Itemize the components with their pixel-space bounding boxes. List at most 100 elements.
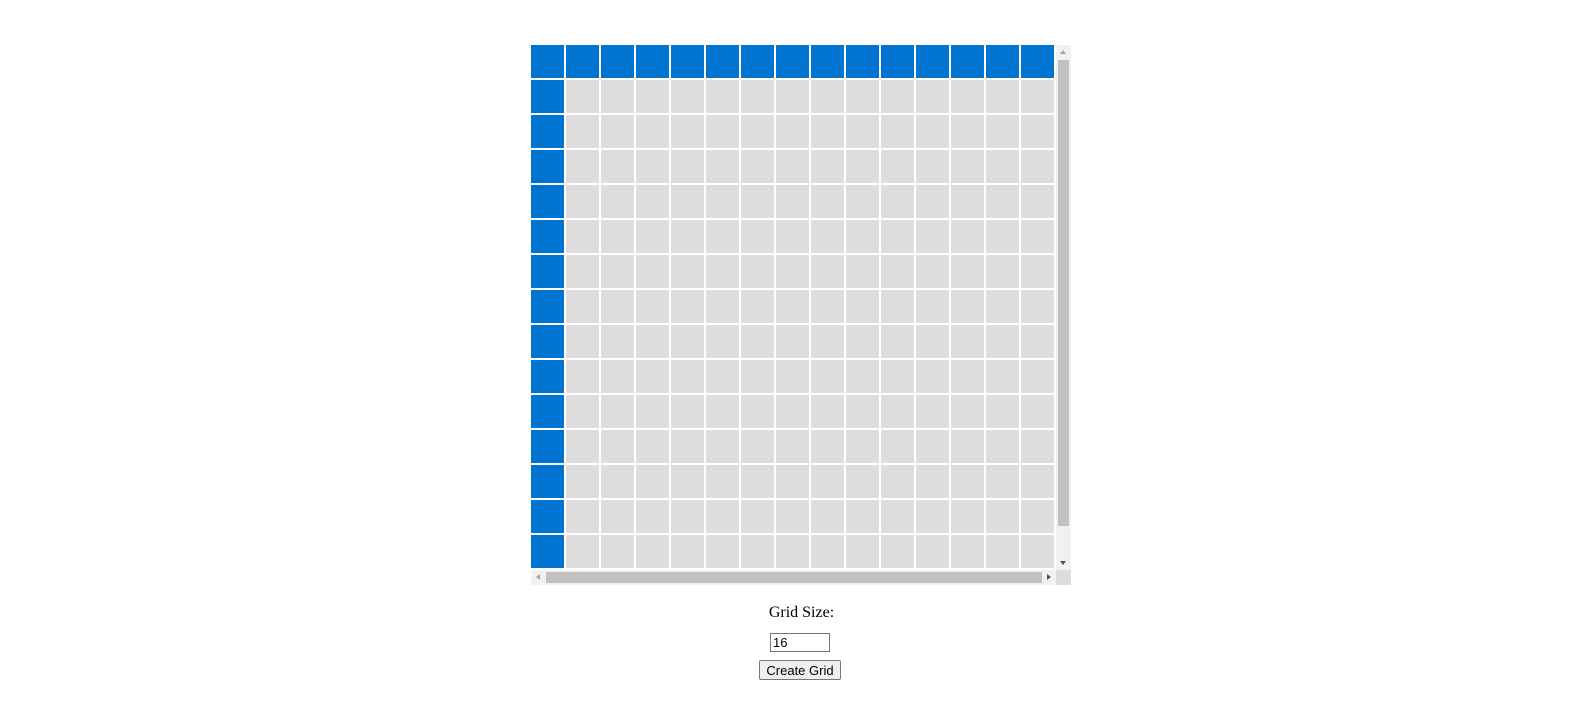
grid-cell[interactable] [601,115,634,148]
scroll-up-arrow-icon[interactable] [1056,45,1071,60]
grid-cell[interactable] [951,395,984,428]
grid-border-cell[interactable] [986,45,1019,78]
grid-cell[interactable] [671,220,704,253]
grid-cell[interactable] [706,220,739,253]
grid-cell[interactable] [846,500,879,533]
grid-cell[interactable] [741,395,774,428]
grid-cell[interactable] [846,185,879,218]
grid-cell[interactable] [846,465,879,498]
grid-cell[interactable] [776,80,809,113]
grid-cell[interactable] [636,290,669,323]
grid-cell[interactable] [636,185,669,218]
grid-cell[interactable] [601,150,634,183]
grid-border-cell[interactable] [811,45,844,78]
grid-cell[interactable] [881,500,914,533]
grid-cell[interactable] [636,500,669,533]
grid-cell[interactable] [741,535,774,568]
grid-cell[interactable] [811,80,844,113]
grid-cell[interactable] [706,255,739,288]
grid-cell[interactable] [671,290,704,323]
grid-border-cell[interactable] [531,80,564,113]
grid-cell[interactable] [671,430,704,463]
grid-cell[interactable] [566,80,599,113]
grid-cell[interactable] [566,535,599,568]
grid-cell[interactable] [671,360,704,393]
grid-cell[interactable] [916,395,949,428]
grid-border-cell[interactable] [531,395,564,428]
grid-cell[interactable] [811,115,844,148]
grid-cell[interactable] [881,185,914,218]
grid-border-cell[interactable] [846,45,879,78]
grid-cell[interactable] [881,430,914,463]
grid-cell[interactable] [671,80,704,113]
grid-cell[interactable] [741,325,774,358]
grid-cell[interactable] [951,255,984,288]
grid-cell[interactable] [846,115,879,148]
grid-cell[interactable] [951,80,984,113]
grid-cell[interactable] [1021,325,1054,358]
grid-cell[interactable] [811,360,844,393]
vertical-scrollbar[interactable] [1056,45,1071,570]
grid-cell[interactable] [741,220,774,253]
grid-cell[interactable] [986,500,1019,533]
grid-cell[interactable] [881,220,914,253]
grid-cell[interactable] [706,535,739,568]
grid-cell[interactable] [671,115,704,148]
grid-cell[interactable] [636,535,669,568]
grid-cell[interactable] [636,430,669,463]
grid-size-input[interactable] [770,633,830,652]
grid-cell[interactable] [916,500,949,533]
grid-cell[interactable] [846,80,879,113]
grid-cell[interactable] [671,325,704,358]
grid-border-cell[interactable] [531,500,564,533]
grid-border-cell[interactable] [531,465,564,498]
grid-cell[interactable] [986,290,1019,323]
grid-cell[interactable] [951,465,984,498]
grid-cell[interactable] [846,290,879,323]
grid-cell[interactable] [741,500,774,533]
grid-cell[interactable] [916,465,949,498]
grid-cell[interactable] [1021,255,1054,288]
scroll-down-arrow-icon[interactable] [1056,555,1071,570]
grid-cell[interactable] [916,290,949,323]
grid-cell[interactable] [916,360,949,393]
vertical-scroll-thumb[interactable] [1058,60,1069,526]
grid-cell[interactable] [811,500,844,533]
grid-cell[interactable] [986,465,1019,498]
grid-cell[interactable] [636,325,669,358]
grid-border-cell[interactable] [741,45,774,78]
grid-cell[interactable] [986,150,1019,183]
grid-cell[interactable] [986,360,1019,393]
grid-cell[interactable] [776,220,809,253]
grid-cell[interactable] [601,500,634,533]
grid-border-cell[interactable] [916,45,949,78]
create-grid-button[interactable]: Create Grid [759,660,841,680]
grid-cell[interactable] [916,220,949,253]
grid-cell[interactable] [601,535,634,568]
grid-cell[interactable] [951,360,984,393]
grid-border-cell[interactable] [531,535,564,568]
grid-cell[interactable] [601,80,634,113]
grid-cell[interactable] [566,430,599,463]
grid-cell[interactable] [741,255,774,288]
grid-cell[interactable] [566,185,599,218]
grid-cell[interactable] [811,325,844,358]
grid-border-cell[interactable] [531,185,564,218]
grid-cell[interactable] [951,500,984,533]
grid-cell[interactable] [776,185,809,218]
grid-cell[interactable] [776,360,809,393]
grid-cell[interactable] [566,115,599,148]
grid-cell[interactable] [741,80,774,113]
grid-cell[interactable] [881,325,914,358]
grid-cell[interactable] [566,360,599,393]
grid-cell[interactable] [846,535,879,568]
grid-cell[interactable] [706,115,739,148]
grid-cell[interactable] [566,325,599,358]
grid-cell[interactable] [811,535,844,568]
grid-border-cell[interactable] [601,45,634,78]
grid-cell[interactable] [741,290,774,323]
grid-cell[interactable] [1021,185,1054,218]
grid-cell[interactable] [916,535,949,568]
grid-cell[interactable] [846,360,879,393]
grid-cell[interactable] [986,80,1019,113]
